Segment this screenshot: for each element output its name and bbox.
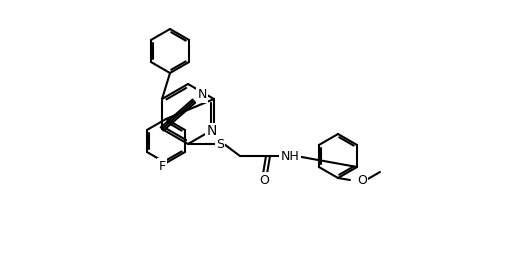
Text: S: S: [216, 138, 224, 150]
Text: N: N: [207, 124, 217, 138]
Text: N: N: [197, 88, 207, 101]
Text: F: F: [158, 159, 165, 172]
Text: O: O: [357, 174, 367, 187]
Text: NH: NH: [280, 150, 299, 162]
Text: O: O: [259, 174, 269, 187]
